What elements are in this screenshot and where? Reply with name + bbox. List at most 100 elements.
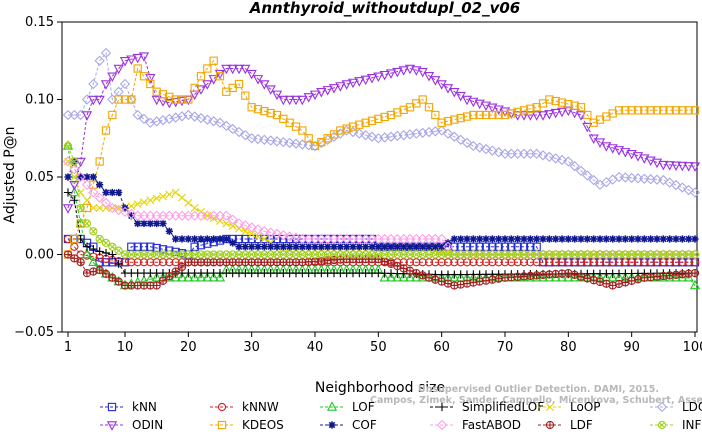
data-point-ldof xyxy=(537,150,549,161)
data-point-kdeos xyxy=(418,95,427,104)
data-point-odin xyxy=(658,160,669,171)
data-point-odin xyxy=(100,80,112,90)
data-point-kdeos xyxy=(481,110,491,120)
data-point-inflo xyxy=(279,250,288,259)
y-axis-title: Adjusted P@n xyxy=(2,126,18,223)
data-point-fastabod xyxy=(119,206,131,218)
data-point-inflo xyxy=(646,250,655,259)
data-point-cof xyxy=(387,243,395,251)
series-odin xyxy=(62,52,701,214)
data-point-cof xyxy=(343,243,351,251)
data-point-lof xyxy=(569,271,580,282)
data-point-ldf xyxy=(101,269,111,279)
data-point-cof xyxy=(438,243,446,251)
data-point-kdeos xyxy=(177,95,187,104)
legend-marker-inflo xyxy=(657,420,667,430)
data-point-cof xyxy=(235,243,243,251)
data-point-odin xyxy=(354,77,365,87)
data-point-cof xyxy=(336,243,344,251)
data-point-lof xyxy=(392,271,403,282)
data-point-inflo xyxy=(310,250,320,259)
data-point-ldof xyxy=(613,171,625,183)
data-point-cof xyxy=(191,235,199,243)
data-point-simplifiedlof xyxy=(70,196,79,205)
data-point-odin xyxy=(518,111,530,121)
data-point-odin xyxy=(316,88,327,98)
data-point-ldf xyxy=(63,250,73,259)
data-point-ldof xyxy=(556,154,568,166)
data-point-kdeos xyxy=(564,100,573,109)
data-point-fastabod xyxy=(221,210,232,221)
data-point-ldof xyxy=(354,128,365,139)
data-point-fastabod xyxy=(227,214,238,225)
chart-title: Annthyroid_withoutdupl_02_v06 xyxy=(249,0,521,17)
data-point-inflo xyxy=(89,227,98,236)
data-point-lof xyxy=(81,248,93,259)
data-point-odin xyxy=(607,144,618,154)
data-point-inflo xyxy=(241,250,250,259)
data-point-kdeos xyxy=(424,103,434,112)
data-point-ldf xyxy=(608,281,617,290)
data-point-inflo xyxy=(260,250,269,259)
data-point-cof xyxy=(520,235,528,243)
data-point-kdeos xyxy=(266,108,275,118)
data-point-ldf xyxy=(82,268,92,278)
data-point-fastabod xyxy=(107,202,118,214)
data-point-ldof xyxy=(252,133,264,145)
data-point-odin xyxy=(556,107,568,118)
data-point-kdeos xyxy=(367,116,377,125)
data-point-ldof xyxy=(208,116,219,127)
data-point-cof xyxy=(539,235,547,243)
data-point-inflo xyxy=(557,250,567,259)
x-tick-label: 60 xyxy=(433,340,450,355)
data-point-ldof xyxy=(151,116,162,127)
data-point-fastabod xyxy=(100,197,112,209)
data-point-odin xyxy=(347,78,359,89)
data-point-loop xyxy=(133,200,142,209)
data-point-simplifiedlof xyxy=(114,259,123,268)
data-point-ldof xyxy=(651,174,663,185)
legend-marker-odin xyxy=(106,421,118,431)
data-point-inflo xyxy=(165,250,174,259)
data-point-ldof xyxy=(620,172,631,183)
data-point-cof xyxy=(108,188,116,197)
data-point-odin xyxy=(575,111,587,121)
data-point-lof xyxy=(537,271,549,282)
data-point-odin xyxy=(639,154,650,164)
y-tick-label: 0.05 xyxy=(25,170,54,185)
data-point-loop xyxy=(114,204,123,212)
data-point-lof xyxy=(417,271,428,282)
data-point-cof xyxy=(140,219,148,228)
data-point-cof xyxy=(431,243,439,251)
data-point-odin xyxy=(214,69,226,80)
data-point-inflo xyxy=(342,250,351,259)
x-tick-label: 80 xyxy=(560,340,577,355)
data-point-kdeos xyxy=(196,72,206,81)
data-point-odin xyxy=(240,64,251,75)
data-point-inflo xyxy=(608,250,617,259)
data-point-odin xyxy=(151,95,162,106)
data-point-kdeos xyxy=(386,110,396,120)
data-point-inflo xyxy=(190,250,199,259)
data-point-odin xyxy=(385,69,397,79)
data-point-cof xyxy=(533,235,541,243)
data-point-cof xyxy=(672,235,680,243)
x-tick-label: 10 xyxy=(117,340,134,355)
data-point-odin xyxy=(531,111,542,121)
data-point-kdeos xyxy=(190,83,199,93)
data-point-kdeos xyxy=(361,118,370,127)
data-point-fastabod xyxy=(278,229,289,241)
legend-item-odin: ODIN xyxy=(100,418,163,432)
data-point-inflo xyxy=(291,250,301,259)
data-point-kdeos xyxy=(437,118,446,127)
data-point-cof xyxy=(102,188,110,197)
data-point-loop xyxy=(247,229,256,238)
data-point-kdeos xyxy=(519,106,529,115)
legend-item-fastabod: FastABOD xyxy=(430,418,521,432)
data-point-ldof xyxy=(670,179,682,191)
data-point-kdeos xyxy=(640,106,649,115)
data-point-ldof xyxy=(284,137,295,149)
data-point-ldof xyxy=(544,151,555,163)
data-point-kdeos xyxy=(70,234,79,244)
data-point-odin xyxy=(176,96,188,107)
